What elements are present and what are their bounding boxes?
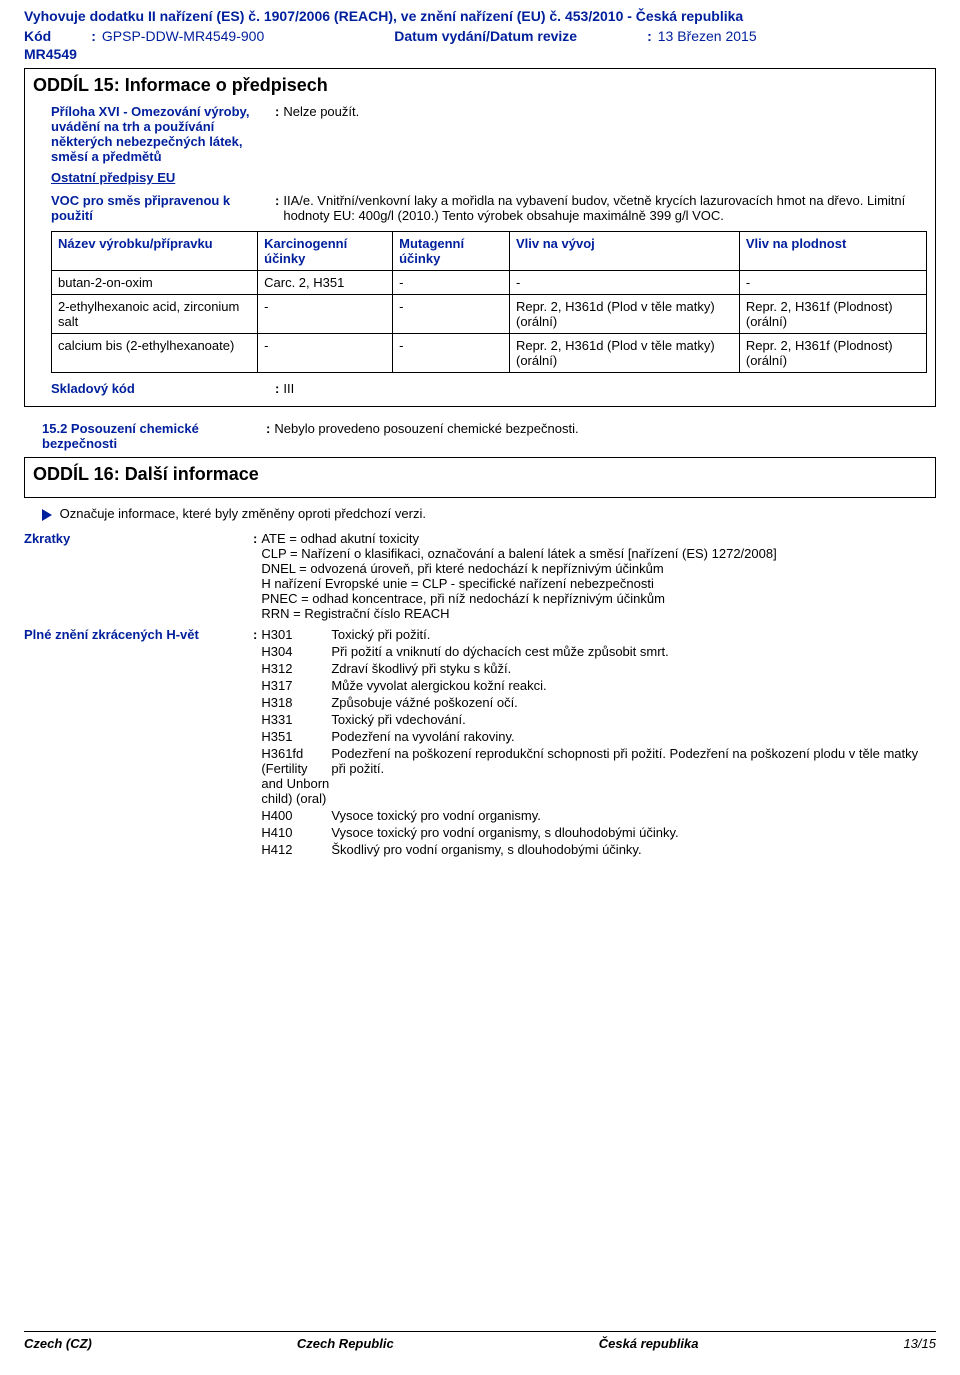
table-row: 2-ethylhexanoic acid, zirconium salt--Re… <box>52 295 927 334</box>
h-code: H410 <box>261 825 331 840</box>
section-15: ODDÍL 15: Informace o předpisech Příloha… <box>24 68 936 407</box>
abbr-line: DNEL = odvozená úroveň, při které nedoch… <box>261 561 936 576</box>
other-regs-heading: Ostatní předpisy EU <box>51 170 927 185</box>
h-text: Toxický při požití. <box>331 627 936 642</box>
abbr-value: ATE = odhad akutní toxicityCLP = Nařízen… <box>261 531 936 621</box>
table-cell: Repr. 2, H361d (Plod v těle matky) (orál… <box>510 295 740 334</box>
table-cell: - <box>258 295 393 334</box>
table-cell: butan-2-on-oxim <box>52 271 258 295</box>
h-phrase-item: H361fd (Fertility and Unborn child) (ora… <box>261 746 936 806</box>
page-footer: Czech (CZ) Czech Republic Česká republik… <box>24 1331 936 1351</box>
h-phrase-item: H318Způsobuje vážné poškození očí. <box>261 695 936 710</box>
h-code: H412 <box>261 842 331 857</box>
mr-code: MR4549 <box>24 46 936 62</box>
h-text: Podezření na poškození reprodukční schop… <box>331 746 936 806</box>
substances-table: Název výrobku/přípravkuKarcinogenní účin… <box>51 231 927 373</box>
h-phrase-item: H317Může vyvolat alergickou kožní reakci… <box>261 678 936 693</box>
annex-value: Nelze použít. <box>283 104 927 119</box>
table-cell: calcium bis (2-ethylhexanoate) <box>52 334 258 373</box>
h-phrase-item: H412Škodlivý pro vodní organismy, s dlou… <box>261 842 936 857</box>
h-code: H312 <box>261 661 331 676</box>
h-phrase-item: H312Zdraví škodlivý při styku s kůží. <box>261 661 936 676</box>
hphrase-list: H301Toxický při požití.H304Při požití a … <box>261 627 936 857</box>
h-text: Může vyvolat alergickou kožní reakci. <box>331 678 936 693</box>
table-header: Mutagenní účinky <box>393 232 510 271</box>
voc-value: IIA/e. Vnitřní/venkovní laky a mořidla n… <box>283 193 927 223</box>
h-code: H361fd (Fertility and Unborn child) (ora… <box>261 746 331 806</box>
h-text: Způsobuje vážné poškození očí. <box>331 695 936 710</box>
h-code: H351 <box>261 729 331 744</box>
table-cell: - <box>258 334 393 373</box>
h-text: Toxický při vdechování. <box>331 712 936 727</box>
h-text: Vysoce toxický pro vodní organismy, s dl… <box>331 825 936 840</box>
table-cell: - <box>393 295 510 334</box>
changed-info: Označuje informace, které byly změněny o… <box>42 506 936 521</box>
table-cell: - <box>393 334 510 373</box>
h-phrase-item: H400Vysoce toxický pro vodní organismy. <box>261 808 936 823</box>
h-text: Při požití a vniknutí do dýchacích cest … <box>331 644 936 659</box>
hphrase-label: Plné znění zkrácených H-vět <box>24 627 249 642</box>
abbr-label: Zkratky <box>24 531 249 546</box>
table-cell: 2-ethylhexanoic acid, zirconium salt <box>52 295 258 334</box>
table-cell: Repr. 2, H361f (Plodnost) (orální) <box>739 334 926 373</box>
stock-label: Skladový kód <box>51 381 271 396</box>
abbr-line: RRN = Registrační číslo REACH <box>261 606 936 621</box>
section16-title: ODDÍL 16: Další informace <box>33 464 927 485</box>
footer-country-cs: Česká republika <box>599 1336 699 1351</box>
table-row: calcium bis (2-ethylhexanoate)--Repr. 2,… <box>52 334 927 373</box>
h-text: Vysoce toxický pro vodní organismy. <box>331 808 936 823</box>
table-row: butan-2-on-oximCarc. 2, H351--- <box>52 271 927 295</box>
table-cell: Carc. 2, H351 <box>258 271 393 295</box>
h-code: H331 <box>261 712 331 727</box>
footer-lang-code: Czech (CZ) <box>24 1336 92 1351</box>
h-text: Škodlivý pro vodní organismy, s dlouhodo… <box>331 842 936 857</box>
abbr-line: CLP = Nařízení o klasifikaci, označování… <box>261 546 936 561</box>
table-header: Vliv na plodnost <box>739 232 926 271</box>
h-code: H301 <box>261 627 331 642</box>
abbr-line: H nařízení Evropské unie = CLP - specifi… <box>261 576 936 591</box>
table-header: Karcinogenní účinky <box>258 232 393 271</box>
assessment-value: Nebylo provedeno posouzení chemické bezp… <box>274 421 936 436</box>
meta-row: Kód : GPSP-DDW-MR4549-900 Datum vydání/D… <box>24 28 936 44</box>
code-value: GPSP-DDW-MR4549-900 <box>102 28 264 44</box>
h-phrase-item: H351Podezření na vyvolání rakoviny. <box>261 729 936 744</box>
footer-country-en: Czech Republic <box>297 1336 394 1351</box>
section-16: ODDÍL 16: Další informace <box>24 457 936 498</box>
h-code: H318 <box>261 695 331 710</box>
h-phrase-item: H331Toxický při vdechování. <box>261 712 936 727</box>
h-code: H400 <box>261 808 331 823</box>
flag-icon <box>42 509 52 521</box>
table-cell: - <box>510 271 740 295</box>
abbr-line: PNEC = odhad koncentrace, při níž nedoch… <box>261 591 936 606</box>
footer-page: 13/15 <box>903 1336 936 1351</box>
date-label: Datum vydání/Datum revize <box>394 28 577 44</box>
section15-title: ODDÍL 15: Informace o předpisech <box>33 75 927 96</box>
assessment-label: 15.2 Posouzení chemické bezpečnosti <box>42 421 262 451</box>
voc-label: VOC pro směs připravenou k použití <box>51 193 271 223</box>
table-cell: - <box>739 271 926 295</box>
table-cell: - <box>393 271 510 295</box>
h-text: Podezření na vyvolání rakoviny. <box>331 729 936 744</box>
table-cell: Repr. 2, H361f (Plodnost) (orální) <box>739 295 926 334</box>
h-code: H304 <box>261 644 331 659</box>
h-phrase-item: H410Vysoce toxický pro vodní organismy, … <box>261 825 936 840</box>
annex-label: Příloha XVI - Omezování výroby, uvádění … <box>51 104 271 164</box>
table-header: Vliv na vývoj <box>510 232 740 271</box>
h-text: Zdraví škodlivý při styku s kůží. <box>331 661 936 676</box>
abbr-line: ATE = odhad akutní toxicity <box>261 531 936 546</box>
table-cell: Repr. 2, H361d (Plod v těle matky) (orál… <box>510 334 740 373</box>
stock-value: III <box>283 381 927 396</box>
table-header: Název výrobku/přípravku <box>52 232 258 271</box>
code-label: Kód <box>24 28 51 44</box>
compliance-header: Vyhovuje dodatku II nařízení (ES) č. 190… <box>24 8 936 24</box>
h-phrase-item: H301Toxický při požití. <box>261 627 936 642</box>
h-phrase-item: H304Při požití a vniknutí do dýchacích c… <box>261 644 936 659</box>
date-value: 13 Březen 2015 <box>658 28 757 44</box>
h-code: H317 <box>261 678 331 693</box>
